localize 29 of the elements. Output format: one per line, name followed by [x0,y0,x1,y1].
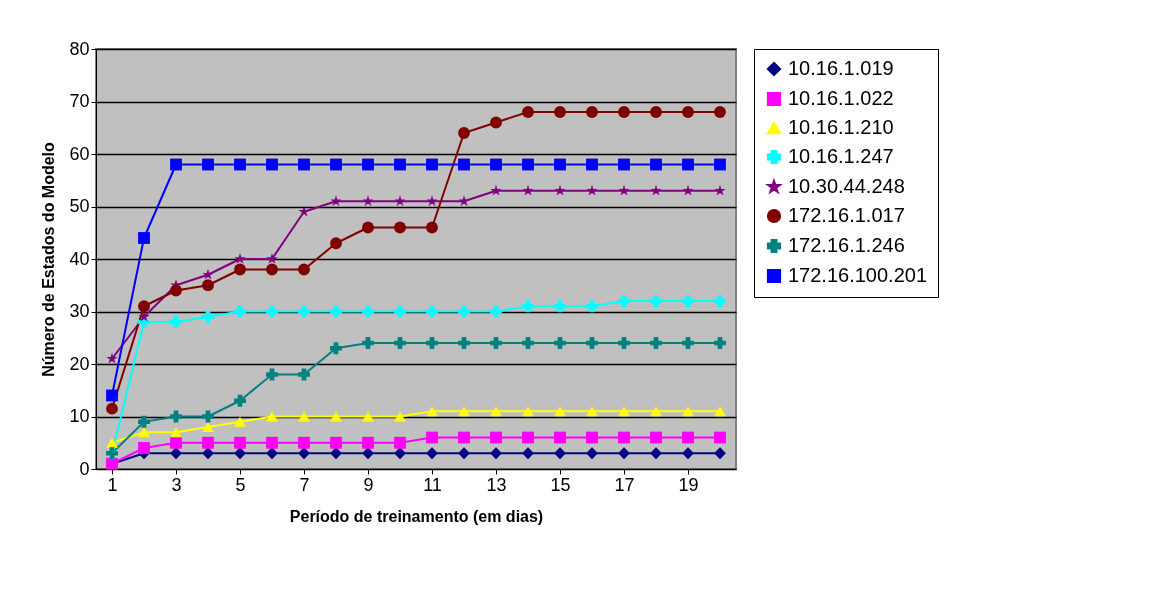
y-axis-title: Número de Estados do Modelo [40,141,58,377]
x-axis-title: Período de treinamento (em dias) [289,507,544,525]
legend-label: 10.16.1.019 [788,57,894,79]
x-tick-label: 5 [235,474,246,495]
x-tick-label: 3 [171,474,182,495]
legend-label: 10.30.44.248 [788,175,905,197]
y-tick-label: 80 [69,38,90,59]
y-tick-label: 40 [69,248,90,269]
y-tick-label: 60 [69,143,90,164]
x-tick-label: 7 [299,474,310,495]
x-tick-label: 17 [614,474,635,495]
x-tick-label: 1 [107,474,118,495]
y-tick-label: 70 [69,91,90,111]
y-tick-label: 20 [69,353,90,374]
legend-label: 172.16.1.017 [788,204,905,226]
x-tick-label: 13 [486,474,507,495]
y-tick-label: 30 [69,301,90,321]
legend-label: 172.16.1.246 [788,234,905,256]
x-tick-label: 15 [550,474,571,495]
x-tick-label: 19 [678,474,699,495]
legend-label: 10.16.1.210 [788,116,894,138]
legend-label: 10.16.1.022 [788,87,894,109]
legend-label: 10.16.1.247 [788,145,894,167]
y-tick-label: 0 [79,458,90,479]
y-tick-label: 50 [69,196,90,216]
y-tick-label: 10 [69,406,90,426]
x-tick-label: 11 [423,474,442,495]
legend-label: 172.16.100.201 [788,264,928,286]
x-tick-label: 9 [363,474,374,495]
